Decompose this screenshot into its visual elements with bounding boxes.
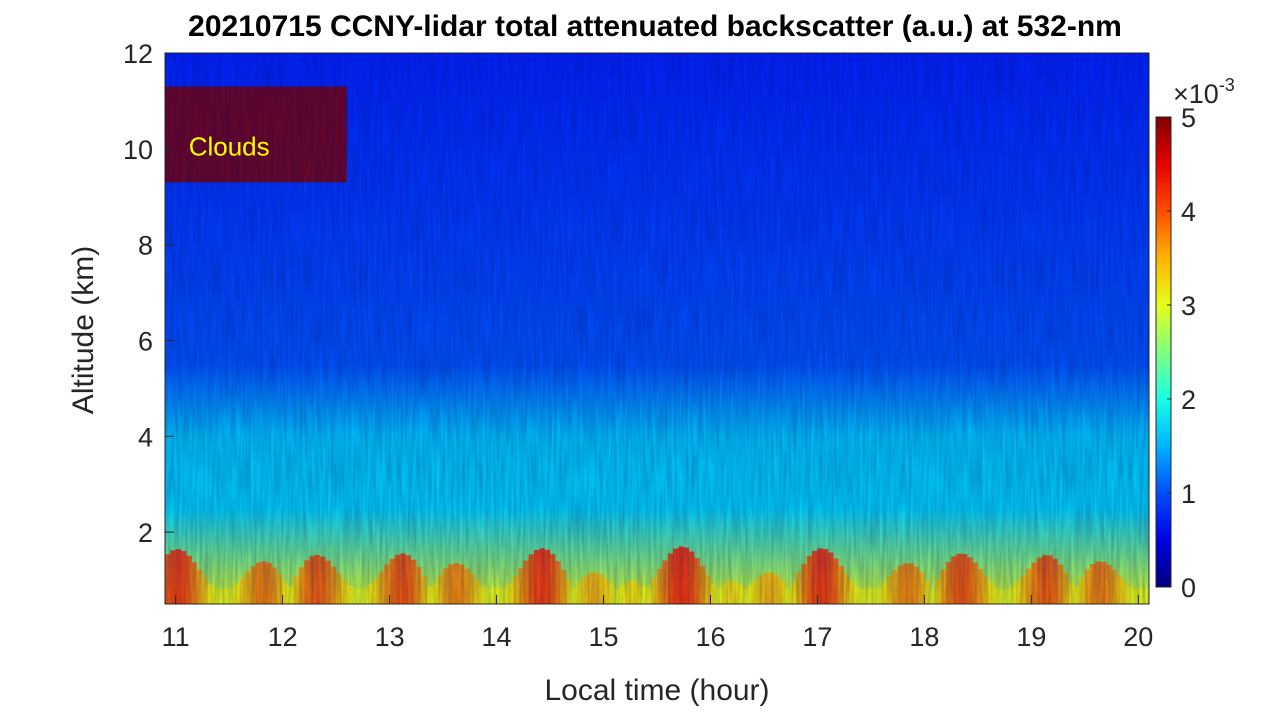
y-tick-label: 10 xyxy=(123,135,153,165)
colorbar-tick-label: 2 xyxy=(1181,385,1196,415)
colorbar-tick-label: 0 xyxy=(1181,573,1196,603)
axes: 11 12 13 14 15 16 17 18 19 20 2 4 6 8 10 12 xyxy=(123,39,1153,652)
colorbar-tick-label: 4 xyxy=(1181,197,1196,227)
x-axis-label: Local time (hour) xyxy=(544,674,770,707)
colorbar-tick-label: 1 xyxy=(1181,479,1196,509)
y-tick-label: 6 xyxy=(138,326,153,356)
y-tick-label: 4 xyxy=(138,422,153,452)
colorbar-tick-label: 5 xyxy=(1181,103,1196,133)
x-tick-label: 14 xyxy=(482,622,512,652)
x-tick-label: 12 xyxy=(268,622,298,652)
x-tick-label: 16 xyxy=(695,622,725,652)
plot-frame xyxy=(164,52,1150,605)
colorbar: 0 1 2 3 4 5×10-3 xyxy=(1155,75,1235,603)
x-tick-label: 17 xyxy=(802,622,832,652)
x-tick-label: 13 xyxy=(375,622,405,652)
plot-area: Clouds xyxy=(165,53,1149,604)
colorbar-exponent: ×10-3 xyxy=(1173,75,1235,109)
y-tick-label: 12 xyxy=(123,39,153,69)
x-tick-label: 20 xyxy=(1123,622,1153,652)
y-tick-label: 8 xyxy=(138,231,153,261)
texture-overlay xyxy=(165,53,1149,604)
colorbar-tick-label: 3 xyxy=(1181,291,1196,321)
chart-title: 20210715 CCNY-lidar total attenuated bac… xyxy=(188,10,1122,43)
x-tick-label: 11 xyxy=(162,622,190,652)
x-tick-label: 15 xyxy=(588,622,618,652)
annotation-text: Clouds xyxy=(189,132,270,162)
y-tick-label: 2 xyxy=(138,518,153,548)
colorbar-scale xyxy=(1155,116,1172,588)
x-tick-label: 18 xyxy=(909,622,939,652)
x-tick-label: 19 xyxy=(1016,622,1046,652)
